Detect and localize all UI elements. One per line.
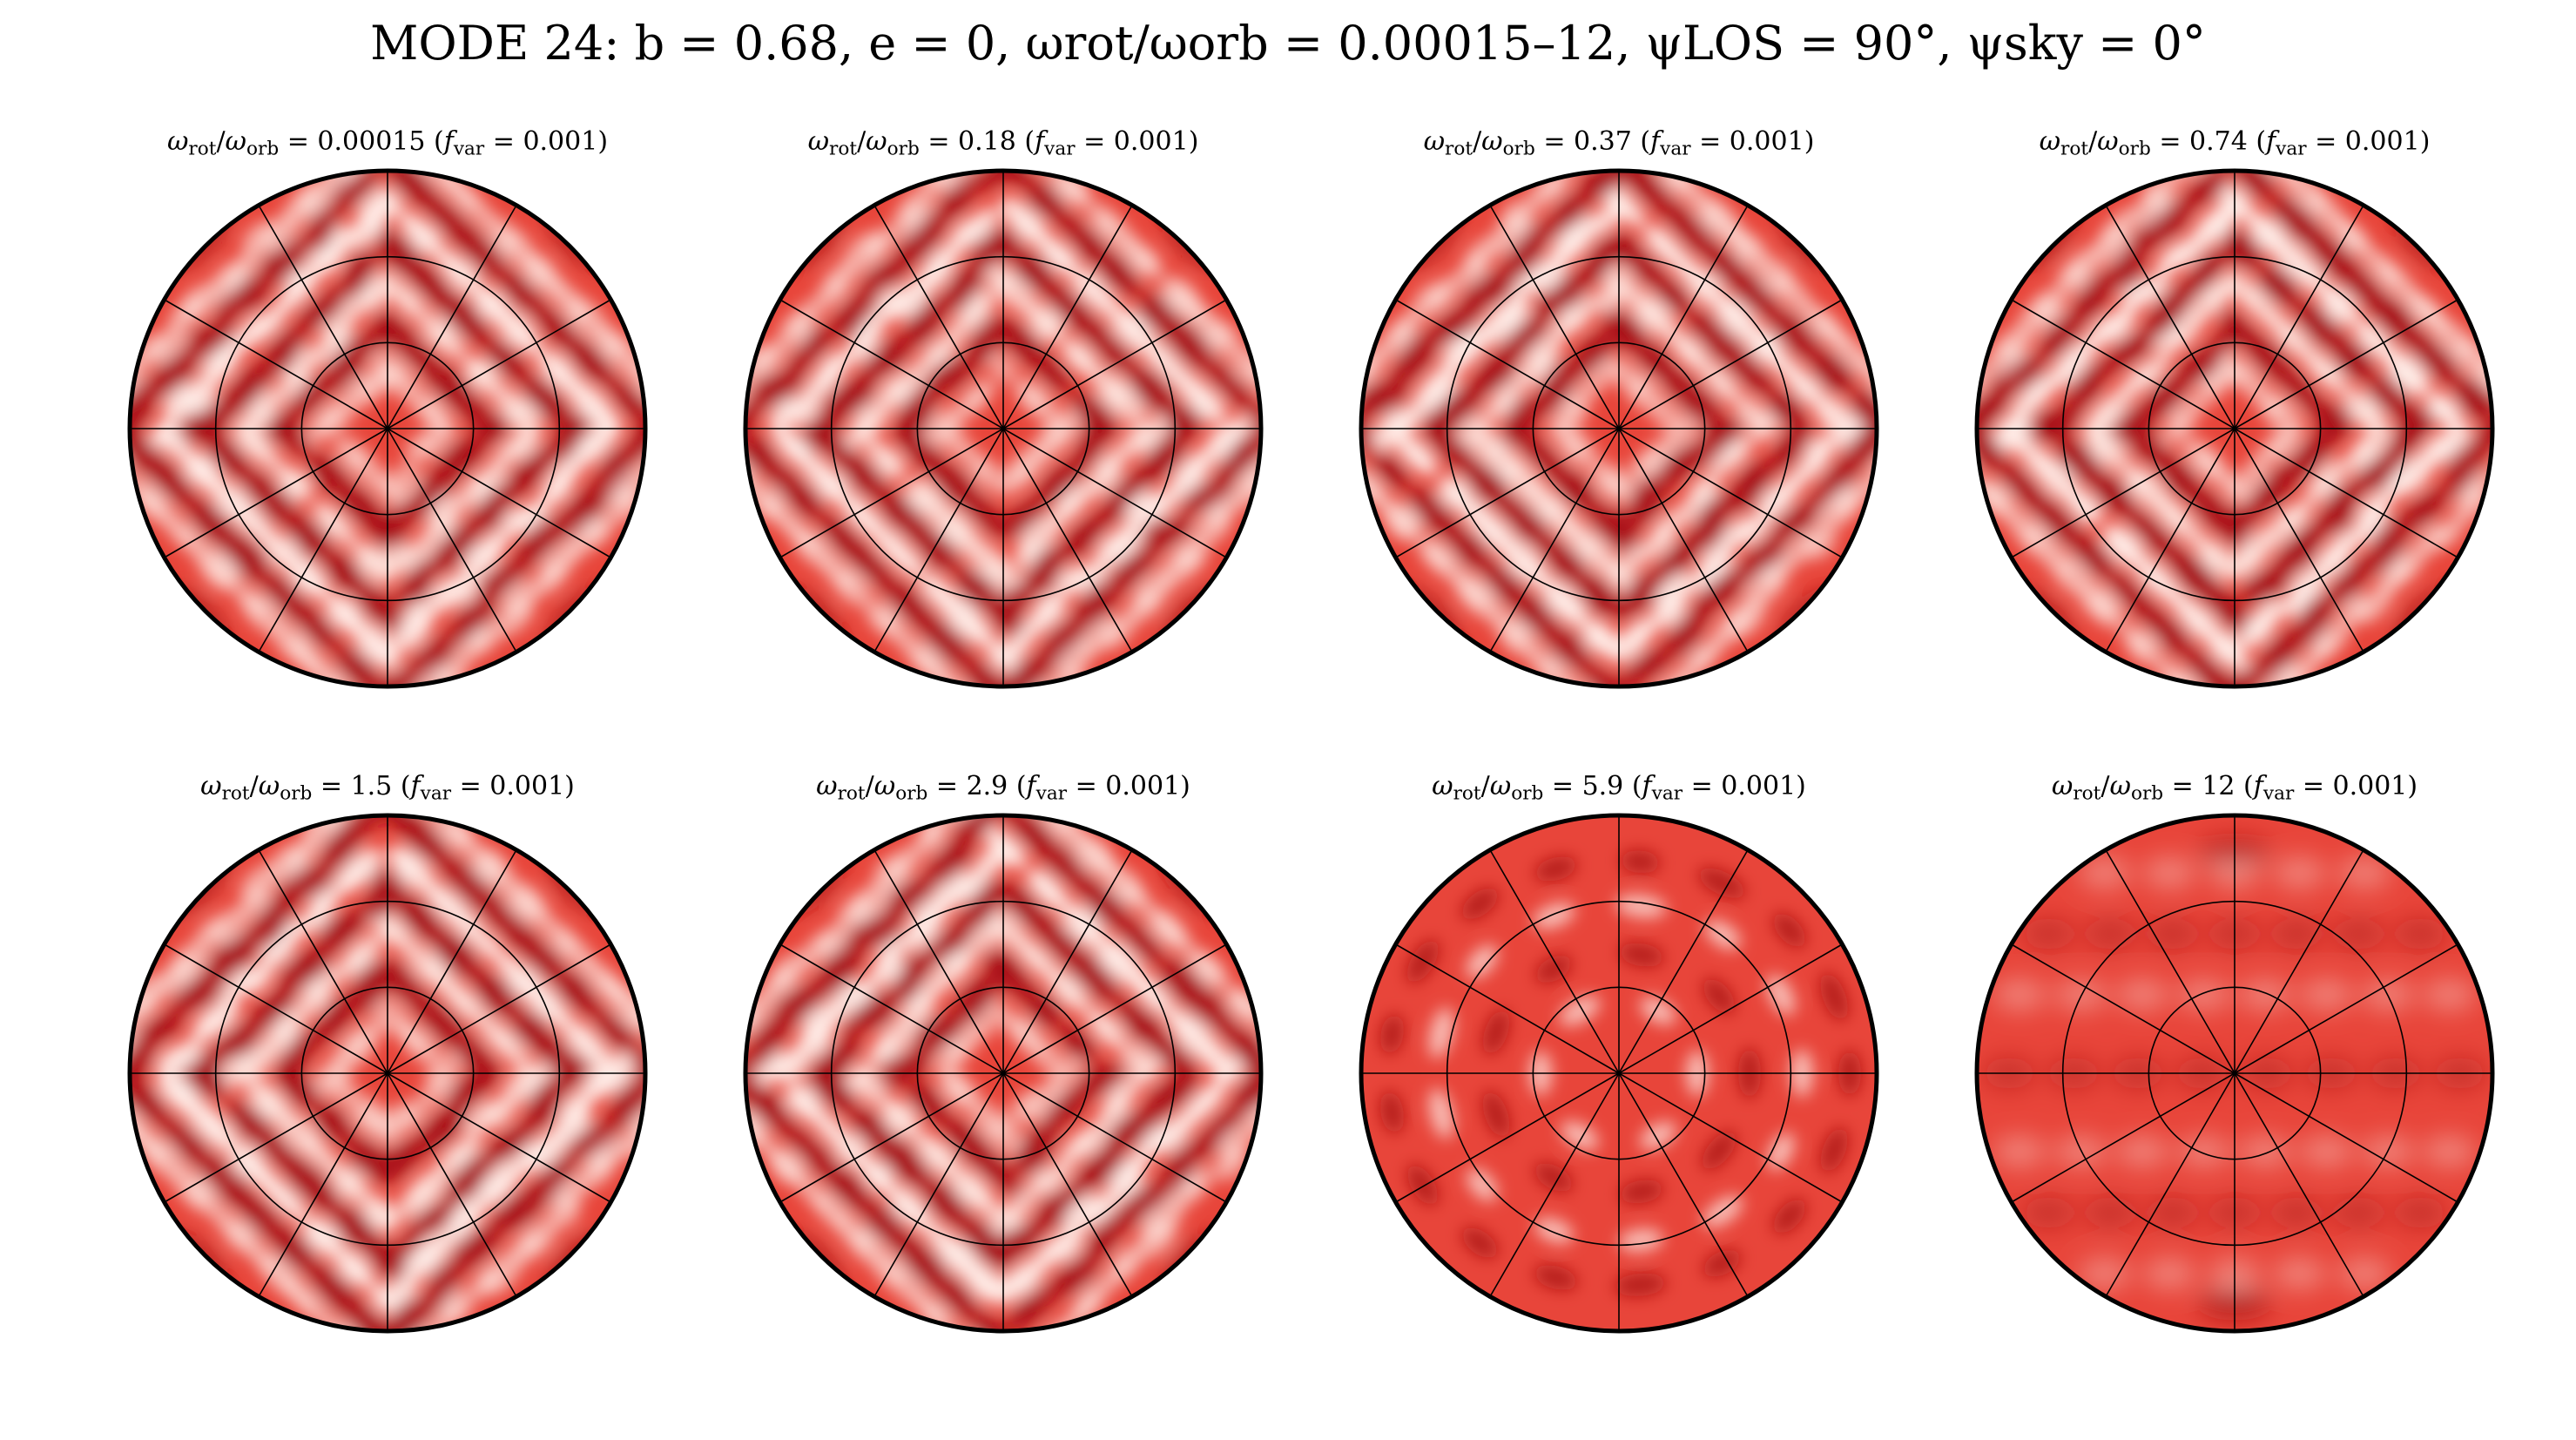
- map-outline: [743, 813, 1264, 1334]
- map-panel: ωrot/ωorb = 2.9 (fvar = 0.001): [698, 767, 1308, 1376]
- panel-title: ωrot/ωorb = 0.00015 (fvar = 0.001): [166, 126, 609, 160]
- panel-fvar-value: 0.001: [2344, 126, 2420, 157]
- panel-ratio-value: 0.00015: [317, 126, 426, 157]
- polar-grid: [1361, 815, 1877, 1331]
- panel-fvar-value: 0.001: [489, 771, 565, 801]
- panel-fvar-value: 0.001: [1721, 771, 1797, 801]
- polar-grid: [745, 815, 1261, 1331]
- figure-title-params: b = 0.68, e = 0, ωrot/ωorb = 0.00015–12,…: [634, 16, 2206, 71]
- map-outline: [127, 168, 648, 689]
- panel-fvar-value: 0.001: [1113, 126, 1189, 157]
- polar-map: [1974, 168, 2495, 689]
- figure-title: MODE 24: b = 0.68, e = 0, ωrot/ωorb = 0.…: [0, 9, 2576, 78]
- panel-title: ωrot/ωorb = 0.18 (fvar = 0.001): [807, 126, 1199, 160]
- map-panel: ωrot/ωorb = 5.9 (fvar = 0.001): [1314, 767, 1924, 1376]
- panel-title: ωrot/ωorb = 12 (fvar = 0.001): [2051, 771, 2418, 805]
- panel-title: ωrot/ωorb = 1.5 (fvar = 0.001): [200, 771, 575, 805]
- polar-grid: [1977, 171, 2492, 686]
- figure-title-prefix: MODE 24:: [370, 16, 635, 71]
- polar-map: [743, 168, 1264, 689]
- panel-title: ωrot/ωorb = 5.9 (fvar = 0.001): [1432, 771, 1806, 805]
- polar-grid: [1361, 171, 1877, 686]
- map-outline: [743, 168, 1264, 689]
- map-outline: [127, 813, 648, 1334]
- polar-map: [1359, 813, 1879, 1334]
- panel-title: ωrot/ωorb = 2.9 (fvar = 0.001): [816, 771, 1190, 805]
- polar-map: [127, 168, 648, 689]
- intensity-field: [1977, 815, 2492, 1331]
- polar-map: [127, 813, 648, 1334]
- polar-grid: [130, 171, 645, 686]
- polar-grid: [130, 815, 645, 1331]
- panel-ratio-value: 0.37: [1574, 126, 1632, 157]
- map-panel: ωrot/ωorb = 0.37 (fvar = 0.001): [1314, 122, 1924, 732]
- polar-map: [743, 813, 1264, 1334]
- polar-map: [1359, 168, 1879, 689]
- panel-fvar-value: 0.001: [1105, 771, 1181, 801]
- panel-fvar-value: 0.001: [523, 126, 598, 157]
- map-outline: [1359, 168, 1879, 689]
- polar-map: [1974, 813, 2495, 1334]
- map-panel: ωrot/ωorb = 12 (fvar = 0.001): [1930, 767, 2539, 1376]
- map-outline: [1974, 168, 2495, 689]
- panel-title: ωrot/ωorb = 0.37 (fvar = 0.001): [1423, 126, 1815, 160]
- panel-fvar-value: 0.001: [1729, 126, 1804, 157]
- map-outline: [1974, 813, 2495, 1334]
- map-outline: [1359, 813, 1879, 1334]
- map-panel: ωrot/ωorb = 0.74 (fvar = 0.001): [1930, 122, 2539, 732]
- panel-ratio-value: 12: [2202, 771, 2235, 801]
- panel-ratio-value: 0.18: [958, 126, 1016, 157]
- panel-ratio-value: 0.74: [2189, 126, 2248, 157]
- map-panel: ωrot/ωorb = 1.5 (fvar = 0.001): [83, 767, 692, 1376]
- panel-ratio-value: 1.5: [350, 771, 393, 801]
- panel-fvar-value: 0.001: [2332, 771, 2408, 801]
- map-panel: ωrot/ωorb = 0.18 (fvar = 0.001): [698, 122, 1308, 732]
- panel-ratio-value: 5.9: [1581, 771, 1624, 801]
- polar-grid: [745, 171, 1261, 686]
- panel-title: ωrot/ωorb = 0.74 (fvar = 0.001): [2039, 126, 2431, 160]
- panel-ratio-value: 2.9: [966, 771, 1008, 801]
- polar-grid: [1977, 815, 2492, 1331]
- map-panel: ωrot/ωorb = 0.00015 (fvar = 0.001): [83, 122, 692, 732]
